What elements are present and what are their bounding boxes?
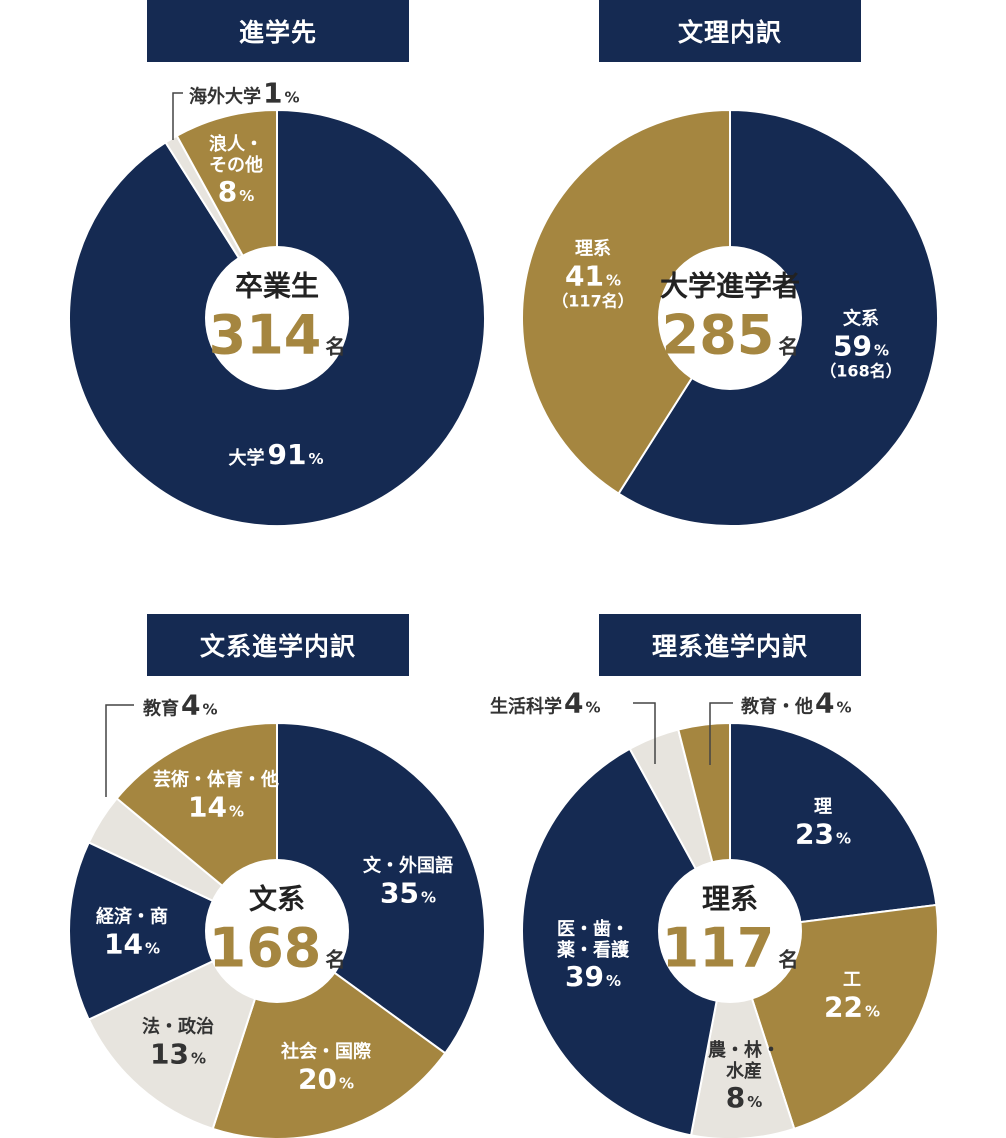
slice-label-engineering: 工 22% — [824, 969, 880, 1024]
leader-line — [172, 92, 183, 140]
leader-line — [633, 702, 656, 764]
donut-hole — [205, 859, 349, 1003]
slice-label-education-other: 教育・他4% — [741, 686, 852, 720]
chart-center: 大学進学者 285 名 — [659, 269, 801, 367]
donut-chart — [68, 92, 486, 527]
slice-label-arts-sports-other: 芸術・体育・他 14% — [153, 769, 279, 824]
chart-panel-science-breakdown: 理系進学内訳 理 23% 工 22% 農・林・水産 8% 医・歯・薬・看護 39% 生活… — [490, 569, 1006, 1138]
chart-panel-humanities-science: 文理内訳 文系 59% （168名） 理系 41% （117名） 大学進学者 285 名 — [503, 0, 1006, 569]
donut-hole — [658, 246, 802, 390]
chart-center: 理系 117 名 — [661, 882, 799, 980]
chart-center: 卒業生 314 名 — [208, 269, 346, 367]
chart-header: 文系進学内訳 — [147, 614, 409, 676]
slice-label-science: 理系 41% （117名） — [552, 238, 634, 311]
chart-header: 理系進学内訳 — [599, 614, 861, 676]
chart-header: 文理内訳 — [599, 0, 861, 62]
pie-slice — [521, 108, 731, 496]
slice-label-literature-language: 文・外国語 35% — [363, 855, 453, 910]
slice-label-medicine: 医・歯・薬・看護 39% — [557, 919, 629, 994]
pie-slice — [521, 747, 732, 1137]
slice-label-education: 教育4% — [143, 688, 218, 722]
slice-label-home-economics: 生活科学4% — [490, 686, 601, 720]
chart-panel-destination: 進学先 大学 91% 浪人・その他 8% 海外大学1% 卒業生 314 名 — [0, 0, 503, 569]
leader-line — [709, 702, 733, 765]
donut-hole — [205, 246, 349, 390]
slice-label-law-politics: 法・政治 13% — [142, 1016, 214, 1071]
donut-chart — [521, 702, 939, 1138]
slice-label-economics-commerce: 経済・商 14% — [96, 906, 168, 961]
pie-slice — [729, 721, 938, 933]
chart-center: 文系 168 名 — [208, 882, 346, 980]
donut-chart — [68, 704, 486, 1138]
slice-label-agriculture: 農・林・水産 8% — [708, 1040, 780, 1115]
slice-label-society-international: 社会・国際 20% — [281, 1041, 371, 1096]
slice-label-ronin-other: 浪人・その他 8% — [209, 134, 263, 209]
slice-label-science-faculty: 理 23% — [795, 796, 851, 851]
donut-chart — [521, 108, 939, 527]
slice-label-university: 大学 91% — [228, 437, 324, 471]
slice-label-humanities: 文系 59% （168名） — [820, 308, 902, 381]
chart-panel-humanities-breakdown: 文系進学内訳 文・外国語 35% 社会・国際 20% 法・政治 13% 経済・商 14%… — [0, 569, 503, 1138]
slice-label-overseas: 海外大学1% — [189, 76, 300, 110]
leader-line — [105, 704, 134, 797]
donut-hole — [658, 859, 802, 1003]
pie-slice — [68, 841, 280, 1021]
chart-header: 進学先 — [147, 0, 409, 62]
pie-slice — [689, 930, 796, 1138]
pie-slice — [276, 721, 486, 1055]
